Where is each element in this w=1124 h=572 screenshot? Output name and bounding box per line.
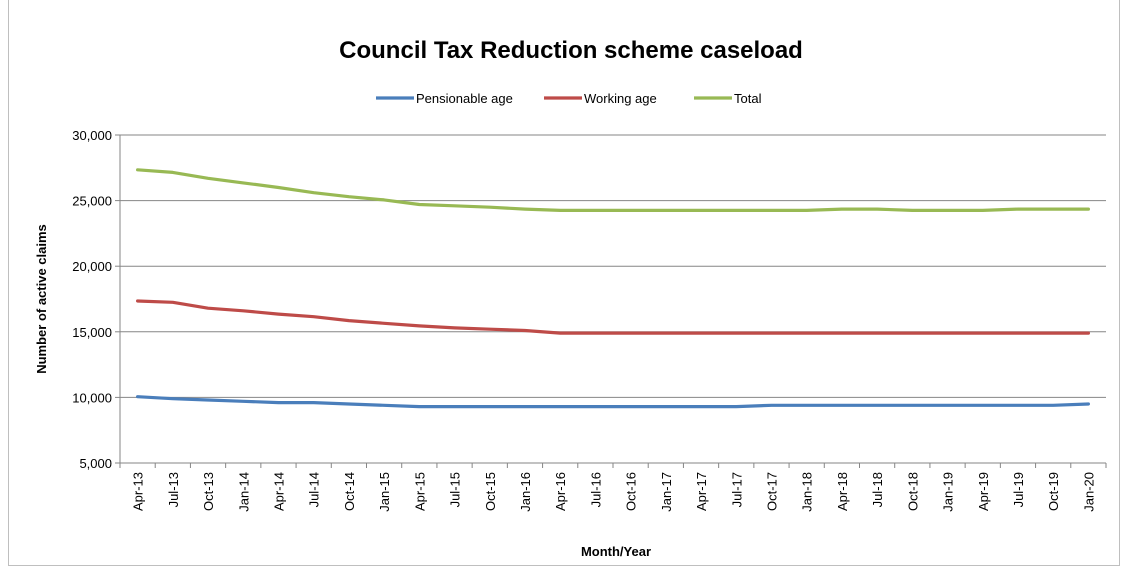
- x-tick-label: Apr-19: [976, 472, 991, 511]
- x-tick-label: Jul-13: [166, 472, 181, 507]
- y-axis: 5,000 10,000 15,000 20,000 25,000 30,000: [72, 128, 121, 471]
- y-tick-label: 20,000: [72, 259, 112, 274]
- series-line-pensionable-age: [136, 395, 1091, 409]
- x-tick-label: Jan-18: [800, 472, 815, 512]
- x-tick-label: Oct-19: [1046, 472, 1061, 511]
- legend-label: Total: [734, 91, 762, 106]
- legend: Pensionable age Working age Total: [376, 91, 762, 106]
- series-line-total: [136, 168, 1091, 212]
- series-lines: [136, 168, 1091, 409]
- x-tick-label: Apr-16: [553, 472, 568, 511]
- x-axis: Apr-13 Jul-13 Oct-13 Jan-14 Apr-14 Jul-14 Oct-…: [119, 462, 1107, 512]
- x-tick-label: Oct-16: [624, 472, 639, 511]
- x-tick-label: Jul-15: [448, 472, 463, 507]
- legend-label: Pensionable age: [416, 91, 513, 106]
- y-axis-title: Number of active claims: [34, 224, 49, 374]
- x-tick-label: Apr-18: [835, 472, 850, 511]
- x-tick-label: Jul-18: [870, 472, 885, 507]
- legend-item: Total: [694, 91, 762, 106]
- y-tick-label: 15,000: [72, 325, 112, 340]
- y-tick-label: 30,000: [72, 128, 112, 143]
- x-tick-label: Jan-17: [659, 472, 674, 512]
- chart-frame: Council Tax Reduction scheme caseload Pe…: [8, 0, 1120, 566]
- legend-label: Working age: [584, 91, 657, 106]
- y-tick-label: 10,000: [72, 390, 112, 405]
- x-tick-label: Jan-16: [518, 472, 533, 512]
- chart-title: Council Tax Reduction scheme caseload: [339, 37, 803, 64]
- x-tick-label: Apr-14: [271, 472, 286, 511]
- x-tick-label: Oct-14: [342, 472, 357, 511]
- x-tick-label: Jan-20: [1081, 472, 1096, 512]
- x-tick-label: Jul-19: [1011, 472, 1026, 507]
- x-tick-label: Oct-18: [905, 472, 920, 511]
- x-tick-label: Jan-14: [236, 472, 251, 512]
- legend-item: Pensionable age: [376, 91, 513, 106]
- series-line-working-age: [136, 299, 1091, 335]
- x-tick-label: Oct-17: [764, 472, 779, 511]
- x-tick-label: Jul-14: [307, 472, 322, 507]
- x-tick-label: Oct-15: [483, 472, 498, 511]
- x-tick-label: Apr-13: [131, 472, 146, 511]
- y-tick-label: 5,000: [79, 456, 112, 471]
- x-tick-label: Jan-19: [941, 472, 956, 512]
- x-tick-label: Jan-15: [377, 472, 392, 512]
- x-tick-label: Jul-17: [729, 472, 744, 507]
- x-axis-title: Month/Year: [581, 544, 651, 559]
- x-tick-label: Jul-16: [588, 472, 603, 507]
- x-tick-label: Apr-15: [412, 472, 427, 511]
- legend-item: Working age: [544, 91, 657, 106]
- y-tick-label: 25,000: [72, 194, 112, 209]
- gridlines: [120, 134, 1106, 398]
- x-tick-label: Oct-13: [201, 472, 216, 511]
- x-tick-label: Apr-17: [694, 472, 709, 511]
- line-chart: Council Tax Reduction scheme caseload Pe…: [34, 37, 1107, 559]
